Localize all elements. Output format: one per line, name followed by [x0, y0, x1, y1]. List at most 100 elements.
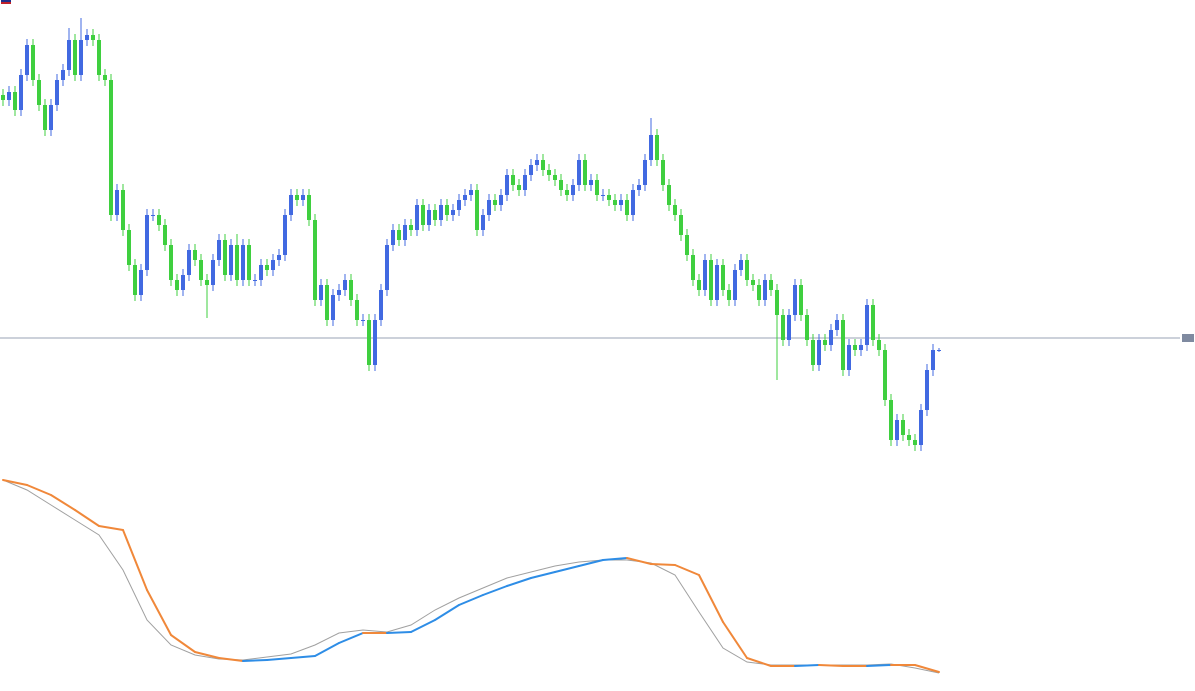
main-line-segment: [722, 621, 748, 659]
candle-body: [721, 265, 725, 290]
main-line-segment: [458, 594, 484, 606]
price-marker: [1182, 334, 1194, 342]
candle-body: [535, 160, 539, 165]
candle-body: [367, 320, 371, 365]
candle-body: [85, 35, 89, 40]
main-line-segment: [242, 659, 268, 662]
candle-body: [727, 290, 731, 300]
candle-body: [295, 195, 299, 200]
candle-body: [877, 340, 881, 350]
candle-body: [187, 250, 191, 275]
candle-body: [445, 205, 449, 215]
candle-body: [91, 35, 95, 40]
candle-body: [835, 320, 839, 330]
candle-body: [55, 80, 59, 105]
candle-body: [469, 190, 473, 195]
candle-body: [199, 260, 203, 280]
candle-body: [493, 200, 497, 205]
candle-body: [901, 420, 905, 435]
candle-body: [529, 165, 533, 175]
candle-body: [79, 40, 83, 75]
candle-body: [547, 170, 551, 175]
candle-body: [265, 265, 269, 270]
candle-body: [163, 225, 167, 245]
corner-icon-stripe: [1, 2, 11, 4]
candle-body: [595, 180, 599, 195]
candle-body: [247, 245, 251, 280]
candle-body: [577, 160, 581, 185]
main-line-segment: [170, 634, 196, 653]
candle-body: [505, 175, 509, 195]
main-line-segment: [26, 484, 52, 496]
candle-body: [121, 190, 125, 230]
candle-body: [805, 315, 809, 340]
candle-body: [373, 320, 377, 365]
candle-body: [289, 195, 293, 215]
candle-body: [433, 210, 437, 220]
candle-body: [487, 200, 491, 215]
candle-body: [259, 265, 263, 280]
candle-body: [223, 240, 227, 275]
candle-body: [283, 215, 287, 255]
candle-body: [103, 75, 107, 80]
candle-body: [739, 260, 743, 270]
candle-body: [919, 410, 923, 445]
candle-body: [709, 260, 713, 300]
candle-body: [205, 280, 209, 285]
candle-body: [799, 285, 803, 315]
candle-body: [409, 225, 413, 230]
candle-body: [613, 200, 617, 205]
candle-body: [481, 215, 485, 230]
candle-body: [781, 315, 785, 340]
main-line-segment: [98, 525, 124, 531]
candle-body: [133, 265, 137, 295]
candle-body: [241, 245, 245, 280]
main-line-segment: [338, 632, 364, 644]
main-line-segment: [2, 479, 28, 486]
candle-body: [397, 230, 401, 240]
candle-body: [697, 280, 701, 290]
main-line-segment: [674, 564, 700, 576]
candle-body: [619, 200, 623, 205]
candle-body: [19, 75, 23, 110]
main-line-segment: [554, 565, 580, 573]
candle-body: [475, 190, 479, 230]
candle-body: [685, 235, 689, 255]
candle-body: [307, 195, 311, 220]
candle-body: [391, 230, 395, 245]
candle-body: [583, 160, 587, 185]
candle-body: [157, 215, 161, 225]
candle-body: [793, 285, 797, 315]
main-line-segment: [578, 559, 604, 567]
candle-body: [865, 305, 869, 345]
candle-body: [301, 195, 305, 200]
candle-body: [1, 95, 5, 100]
candle-body: [427, 210, 431, 225]
candle-body: [421, 205, 425, 225]
candle-body: [31, 45, 35, 80]
candle-body: [655, 135, 659, 160]
candle-body: [607, 195, 611, 200]
candle-body: [913, 440, 917, 445]
candle-body: [403, 225, 407, 240]
candle-body: [7, 92, 11, 100]
candle-body: [115, 190, 119, 215]
candle-body: [829, 330, 833, 345]
candle-body: [325, 285, 329, 320]
candle-body: [937, 350, 941, 351]
candle-body: [499, 195, 503, 205]
main-line-segment: [290, 655, 316, 659]
main-line-segment: [626, 557, 652, 565]
candle-body: [49, 105, 53, 130]
candle-body: [673, 205, 677, 215]
main-line-segment: [650, 563, 676, 566]
candle-body: [679, 215, 683, 235]
main-line-segment: [218, 657, 244, 662]
candle-body: [841, 320, 845, 370]
candle-body: [235, 245, 239, 280]
candle-body: [385, 245, 389, 290]
candle-body: [715, 265, 719, 300]
main-line-segment: [194, 651, 220, 659]
candle-body: [37, 80, 41, 105]
